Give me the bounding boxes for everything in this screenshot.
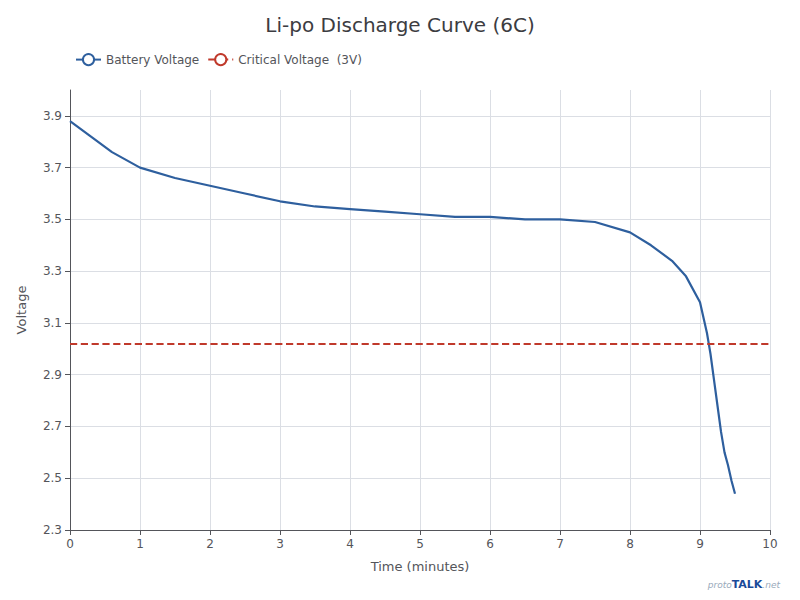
svg-text:3.1: 3.1 <box>43 316 62 330</box>
svg-text:Battery Voltage: Battery Voltage <box>106 53 199 67</box>
svg-text:7: 7 <box>556 537 564 551</box>
svg-text:2.7: 2.7 <box>43 419 62 433</box>
svg-text:2: 2 <box>206 537 214 551</box>
svg-text:1: 1 <box>136 537 144 551</box>
svg-text:8: 8 <box>626 537 634 551</box>
svg-text:2.9: 2.9 <box>43 368 62 382</box>
svg-text:6: 6 <box>486 537 494 551</box>
svg-text:Voltage: Voltage <box>14 286 29 335</box>
svg-text:9: 9 <box>696 537 704 551</box>
svg-text:3.7: 3.7 <box>43 161 62 175</box>
svg-text:.net: .net <box>762 580 780 590</box>
svg-text:3.3: 3.3 <box>43 264 62 278</box>
svg-text:0: 0 <box>66 537 74 551</box>
svg-text:2.5: 2.5 <box>43 471 62 485</box>
svg-text:2.3: 2.3 <box>43 523 62 537</box>
svg-text:Critical Voltage (3V): Critical Voltage (3V) <box>238 53 362 67</box>
svg-text:proto: proto <box>707 580 732 590</box>
svg-text:TALK: TALK <box>732 578 763 591</box>
svg-text:Li-po Discharge Curve (6C): Li-po Discharge Curve (6C) <box>265 13 534 37</box>
svg-text:3: 3 <box>276 537 284 551</box>
svg-text:10: 10 <box>762 537 777 551</box>
svg-text:4: 4 <box>346 537 354 551</box>
svg-text:Time (minutes): Time (minutes) <box>370 559 470 574</box>
svg-text:5: 5 <box>416 537 424 551</box>
svg-text:3.9: 3.9 <box>43 109 62 123</box>
svg-text:3.5: 3.5 <box>43 212 62 226</box>
